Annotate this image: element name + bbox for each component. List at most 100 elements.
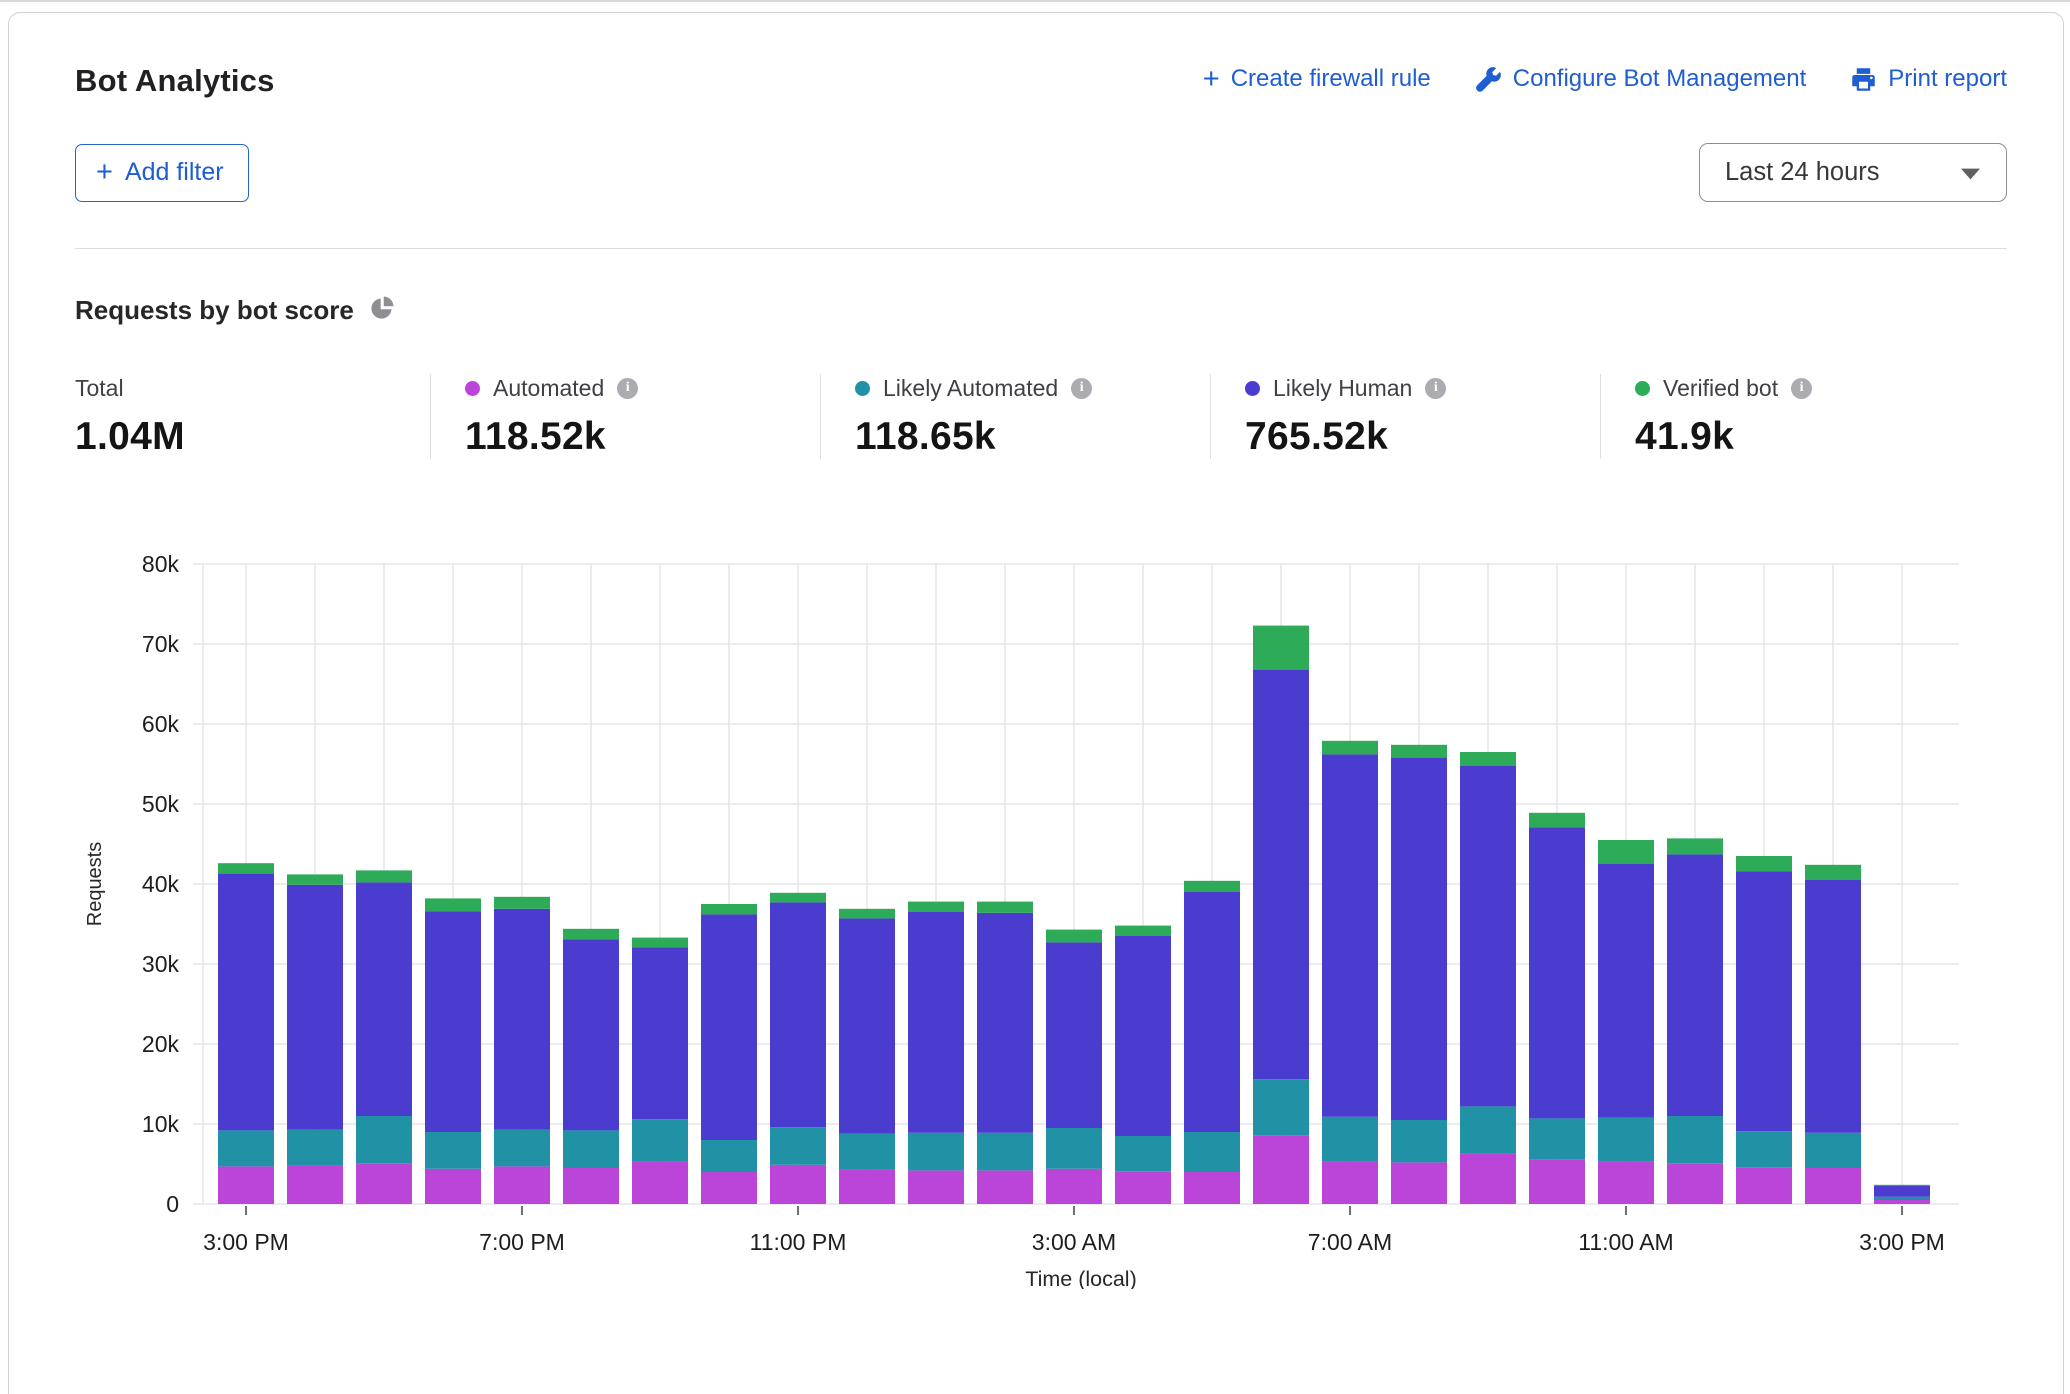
bar-segment	[1115, 1171, 1171, 1204]
bar-segment	[908, 1170, 964, 1204]
svg-text:11:00 PM: 11:00 PM	[750, 1229, 847, 1255]
bar-segment	[1391, 1162, 1447, 1204]
bar-segment	[1529, 827, 1585, 1119]
bar-segment	[839, 1133, 895, 1170]
stats-row: Total 1.04M Automated i 118.52k Likely A…	[75, 374, 2007, 459]
bar-segment	[563, 939, 619, 1131]
bar-segment	[1115, 936, 1171, 1136]
bar-segment	[632, 1161, 688, 1204]
bar-segment	[356, 870, 412, 883]
bar-segment	[494, 1129, 550, 1167]
bar-segment	[1115, 925, 1171, 936]
add-filter-button[interactable]: + Add filter	[75, 143, 249, 202]
bar-segment	[701, 1140, 757, 1172]
bar-segment	[770, 1127, 826, 1165]
svg-text:3:00 PM: 3:00 PM	[203, 1229, 289, 1255]
bar-segment	[1184, 880, 1240, 892]
bar-segment	[701, 914, 757, 1140]
verified-bot-legend-dot	[1635, 380, 1650, 396]
stat-label: Automated	[493, 374, 605, 401]
stat-value: 118.65k	[855, 415, 996, 458]
bar-segment	[1598, 1117, 1654, 1162]
info-icon[interactable]: i	[1425, 377, 1447, 399]
automated-legend-dot	[465, 380, 480, 396]
stat-likely-automated: Likely Automated i 118.65k	[820, 374, 1210, 459]
svg-text:50k: 50k	[142, 791, 180, 817]
stat-label: Total	[75, 374, 124, 401]
bar-segment	[563, 1168, 619, 1204]
info-icon[interactable]: i	[1791, 377, 1813, 399]
bar-segment	[770, 902, 826, 1128]
bar-segment	[908, 912, 964, 1133]
time-range-dropdown[interactable]: Last 24 hours	[1699, 143, 2007, 202]
bar-segment	[563, 1130, 619, 1168]
configure-bot-management-link[interactable]: Configure Bot Management	[1475, 65, 1807, 93]
create-firewall-rule-link[interactable]: + Create firewall rule	[1202, 63, 1431, 95]
bar-segment	[1046, 1128, 1102, 1169]
svg-text:11:00 AM: 11:00 AM	[1578, 1229, 1673, 1255]
bar-segment	[1322, 740, 1378, 755]
bar-segment	[356, 882, 412, 1116]
bar-segment	[1391, 757, 1447, 1120]
header-divider	[75, 248, 2007, 249]
bar-segment	[1391, 744, 1447, 758]
print-report-link[interactable]: Print report	[1850, 65, 2007, 93]
bar-segment	[839, 908, 895, 919]
bar-segment	[494, 908, 550, 1130]
bar-segment	[1322, 1161, 1378, 1204]
bar-segment	[1460, 765, 1516, 1107]
stat-label: Verified bot	[1663, 374, 1779, 401]
bar-segment	[218, 873, 274, 1131]
bot-score-chart[interactable]: 0 10k 20k 30k 40k 50k 60k 70k 80k 3:00 PM 7:00 PM 1…	[75, 477, 2019, 1291]
bar-segment	[425, 911, 481, 1132]
stat-total: Total 1.04M	[75, 374, 430, 459]
stat-automated: Automated i 118.52k	[430, 374, 820, 459]
svg-text:80k: 80k	[142, 551, 180, 577]
bar-segment	[908, 901, 964, 912]
page-top-edge	[0, 0, 2070, 2]
configure-bot-management-label: Configure Bot Management	[1512, 65, 1807, 92]
plus-icon: +	[1202, 63, 1220, 95]
bar-segment	[356, 1163, 412, 1204]
create-firewall-rule-label: Create firewall rule	[1230, 65, 1431, 92]
bar-segment	[494, 896, 550, 909]
bar-segment	[287, 874, 343, 885]
bar-segment	[1874, 1200, 1930, 1204]
svg-text:10k: 10k	[142, 1111, 180, 1137]
bar-segment	[1874, 1185, 1930, 1197]
chevron-down-icon	[1961, 158, 1980, 187]
bar-segment	[1184, 892, 1240, 1132]
bar-segment	[1805, 1168, 1861, 1204]
bar-segment	[1046, 1168, 1102, 1204]
bar-segment	[1184, 1132, 1240, 1172]
svg-text:Time (local): Time (local)	[1025, 1267, 1137, 1289]
bar-segment	[1805, 864, 1861, 880]
bar-segment	[1529, 1118, 1585, 1160]
svg-text:7:00 PM: 7:00 PM	[479, 1229, 565, 1255]
bar-segment	[425, 1132, 481, 1169]
bar-segment	[1046, 929, 1102, 943]
svg-text:3:00 PM: 3:00 PM	[1859, 1229, 1945, 1255]
bar-segment	[1805, 880, 1861, 1133]
bar-segment	[1736, 1167, 1792, 1204]
bar-segment	[1736, 871, 1792, 1132]
time-range-value: Last 24 hours	[1725, 158, 1880, 186]
bar-segment	[1874, 1196, 1930, 1200]
bar-segment	[218, 1166, 274, 1204]
bar-segment	[425, 1168, 481, 1204]
bar-segment	[1115, 1136, 1171, 1172]
bar-segment	[494, 1166, 550, 1204]
likely-automated-legend-dot	[855, 380, 870, 396]
bar-segment	[977, 912, 1033, 1133]
bar-segment	[908, 1132, 964, 1171]
bot-analytics-card: Bot Analytics + Create firewall rule Con…	[8, 12, 2064, 1394]
info-icon[interactable]: i	[1071, 377, 1093, 399]
bar-segment	[770, 892, 826, 903]
bar-segment	[1529, 812, 1585, 828]
bar-segment	[1667, 854, 1723, 1116]
bar-segment	[1667, 1116, 1723, 1164]
stat-verified-bot: Verified bot i 41.9k	[1600, 374, 1990, 459]
info-icon[interactable]: i	[617, 377, 639, 399]
plus-icon: +	[96, 156, 113, 188]
stat-label: Likely Human	[1273, 374, 1413, 401]
